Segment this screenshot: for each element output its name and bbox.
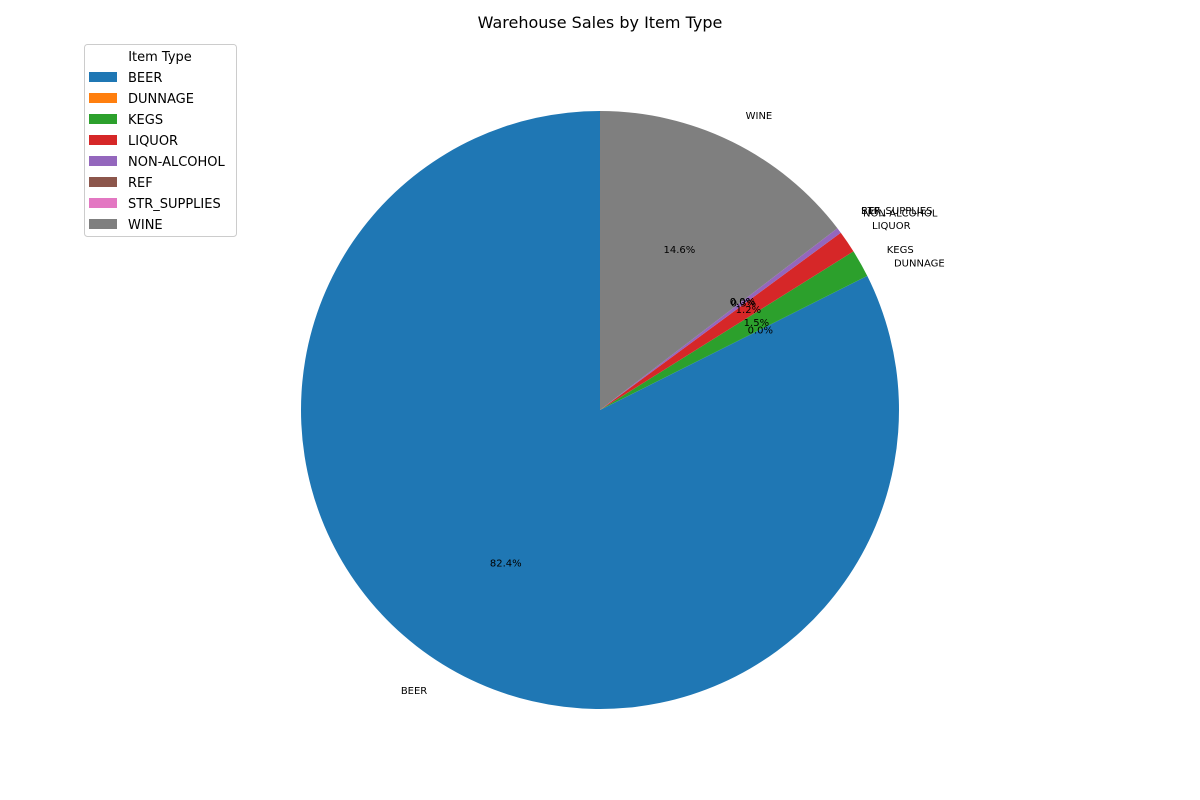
percent-label-kegs: 1.5% [744, 318, 769, 329]
legend-swatch-wine [89, 219, 117, 229]
percent-label-non-alcohol: 0.3% [731, 298, 756, 309]
pie-slice-wine [600, 111, 838, 410]
legend-swatch-dunnage [89, 93, 117, 103]
pie-slice-beer [300, 111, 899, 710]
percent-label-liquor: 1.2% [736, 305, 761, 316]
legend-label-str-supplies: STR_SUPPLIES [128, 197, 221, 212]
pie-slice-liquor [600, 232, 854, 410]
legend-label-dunnage: DUNNAGE [128, 92, 194, 107]
slice-label-kegs: KEGS [887, 245, 914, 256]
slice-label-ref: REF [861, 206, 880, 217]
slice-label-non-alcohol: NON-ALCOHOL [863, 209, 938, 220]
slice-label-dunnage: DUNNAGE [894, 259, 945, 270]
legend-label-wine: WINE [128, 218, 163, 233]
percent-label-beer: 82.4% [490, 559, 522, 570]
pie-slice-non-alcohol [600, 228, 841, 410]
pie-slices [300, 111, 899, 710]
percent-label-wine: 14.6% [664, 245, 696, 256]
legend-swatch-kegs [89, 114, 117, 124]
legend-frame [84, 44, 237, 237]
slice-label-liquor: LIQUOR [872, 221, 911, 232]
slice-label-str-supplies: STR_SUPPLIES [861, 206, 932, 217]
percent-label-str-supplies: 0.0% [730, 297, 755, 308]
legend-label-kegs: KEGS [128, 113, 163, 128]
legend-swatch-ref [89, 177, 117, 187]
slice-label-beer: BEER [401, 686, 427, 697]
legend-swatch-liquor [89, 135, 117, 145]
legend-title: Item Type [128, 50, 192, 65]
legend: Item Type BEER DUNNAGE KEGS LIQUOR NON-ALCOH… [84, 44, 237, 237]
legend-swatch-beer [89, 72, 117, 82]
pie-percent-labels: 82.4%0.0%1.5%1.2%0.3%0.0%0.0%14.6% [490, 245, 773, 570]
legend-label-non-alcohol: NON-ALCOHOL [128, 155, 226, 170]
pie-slice-kegs [600, 251, 868, 410]
slice-label-wine: WINE [746, 111, 773, 122]
legend-label-beer: BEER [128, 71, 162, 86]
legend-items: BEER DUNNAGE KEGS LIQUOR NON-ALCOHOL REF STR_S… [89, 71, 226, 233]
pie-slice-labels: BEER DUNNAGE KEGS LIQUORNON-ALCOHOLREFSTR_S… [401, 111, 945, 697]
legend-label-ref: REF [128, 176, 153, 191]
chart-title: Warehouse Sales by Item Type [478, 13, 723, 32]
legend-label-liquor: LIQUOR [128, 134, 178, 149]
legend-swatch-str-supplies [89, 198, 117, 208]
percent-label-dunnage: 0.0% [748, 326, 773, 337]
percent-label-ref: 0.0% [730, 297, 755, 308]
legend-swatch-non-alcohol [89, 156, 117, 166]
